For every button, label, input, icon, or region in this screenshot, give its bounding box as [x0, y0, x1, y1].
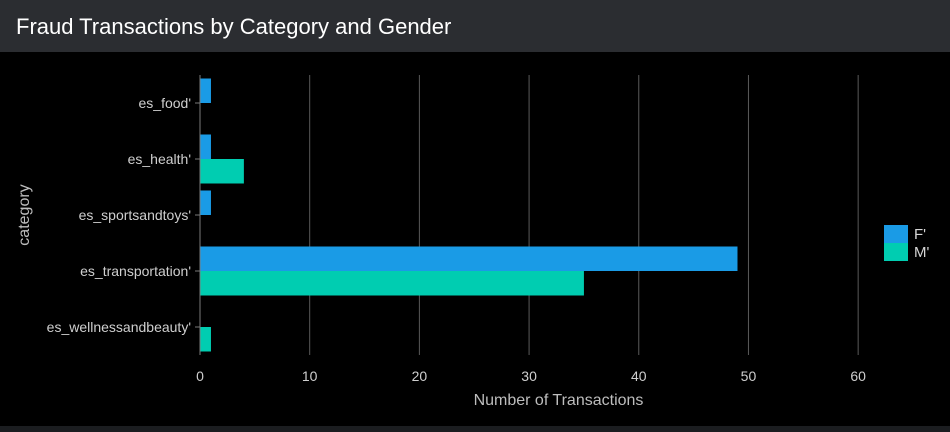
panel-header: Fraud Transactions by Category and Gende… — [0, 0, 950, 52]
y-tick-label: es_food' — [139, 95, 192, 111]
y-tick-label: es_health' — [128, 151, 191, 167]
bar-chart: 0 10 20 30 40 50 60 es_food' es_health' es_sports… — [0, 52, 950, 426]
bars — [200, 79, 737, 352]
bar-m[interactable] — [200, 271, 584, 296]
x-tick-label: 0 — [196, 368, 204, 384]
axes: 0 10 20 30 40 50 60 es_food' es_health' es_sports… — [16, 75, 866, 409]
y-axis-title: category — [16, 184, 33, 245]
legend-swatch[interactable] — [884, 225, 908, 243]
legend[interactable]: F'M' — [884, 225, 929, 261]
y-tick-label: es_sportsandtoys' — [79, 207, 191, 223]
x-tick-label: 40 — [631, 368, 647, 384]
legend-label[interactable]: M' — [914, 244, 929, 261]
x-tick-label: 20 — [412, 368, 428, 384]
x-axis-title: Number of Transactions — [474, 392, 644, 409]
bar-m[interactable] — [200, 159, 244, 184]
grid-lines — [310, 75, 858, 355]
legend-label[interactable]: F' — [914, 226, 926, 243]
x-tick-label: 50 — [741, 368, 757, 384]
y-tick-label: es_wellnessandbeauty' — [47, 319, 191, 335]
panel-footer-strip — [0, 426, 950, 432]
y-tick-label: es_transportation' — [80, 263, 191, 279]
bar-f[interactable] — [200, 135, 211, 160]
bar-f[interactable] — [200, 191, 211, 216]
x-tick-label: 60 — [850, 368, 866, 384]
x-tick-label: 10 — [302, 368, 318, 384]
bar-m[interactable] — [200, 327, 211, 352]
bar-f[interactable] — [200, 79, 211, 104]
legend-swatch[interactable] — [884, 243, 908, 261]
panel-title: Fraud Transactions by Category and Gende… — [16, 14, 451, 40]
x-tick-label: 30 — [521, 368, 537, 384]
bar-f[interactable] — [200, 247, 737, 272]
